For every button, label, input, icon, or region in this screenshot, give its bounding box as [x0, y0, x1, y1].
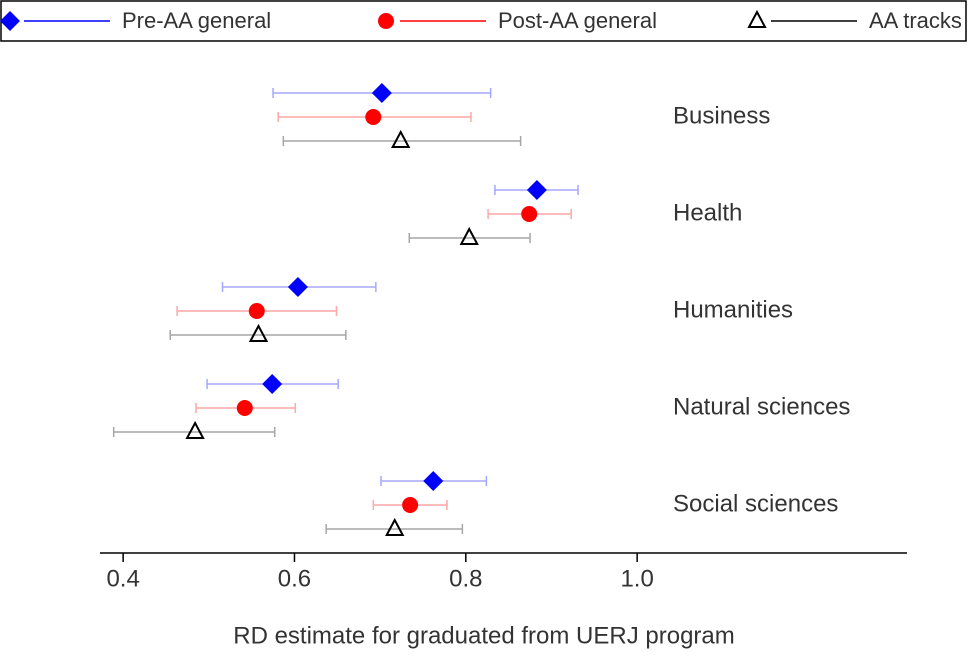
- point: [185, 420, 205, 439]
- point: [236, 400, 253, 416]
- error-bar: [408, 233, 531, 243]
- point: [248, 323, 269, 342]
- x-tick-label: 0.6: [278, 565, 311, 592]
- legend-marker: [378, 13, 394, 29]
- point: [385, 517, 405, 536]
- error-bar: [282, 136, 522, 146]
- category-label: Social sciences: [673, 490, 838, 517]
- x-axis-label: RD estimate for graduated from UERJ prog…: [233, 622, 735, 649]
- point: [526, 180, 547, 200]
- error-bar: [112, 427, 276, 437]
- category-label: Health: [673, 199, 742, 226]
- point: [371, 83, 392, 103]
- point: [423, 471, 444, 491]
- category-label: Humanities: [673, 296, 793, 323]
- legend-label: AA tracks: [869, 8, 962, 33]
- category-label: Business: [673, 102, 770, 129]
- category-label: Natural sciences: [673, 393, 850, 420]
- point: [391, 129, 411, 148]
- x-tick-label: 0.4: [106, 565, 139, 592]
- point: [248, 303, 265, 319]
- error-bar: [325, 524, 464, 534]
- point: [262, 374, 283, 394]
- error-bar: [169, 330, 347, 340]
- point: [459, 226, 479, 245]
- point: [402, 497, 419, 513]
- legend-marker: [747, 9, 767, 28]
- x-tick-label: 1.0: [620, 565, 653, 592]
- legend-marker: [0, 11, 20, 31]
- point: [287, 277, 308, 297]
- point: [521, 206, 538, 222]
- point: [365, 109, 382, 125]
- x-tick-label: 0.8: [449, 565, 482, 592]
- legend-label: Post-AA general: [498, 8, 657, 33]
- legend-label: Pre-AA general: [122, 8, 271, 33]
